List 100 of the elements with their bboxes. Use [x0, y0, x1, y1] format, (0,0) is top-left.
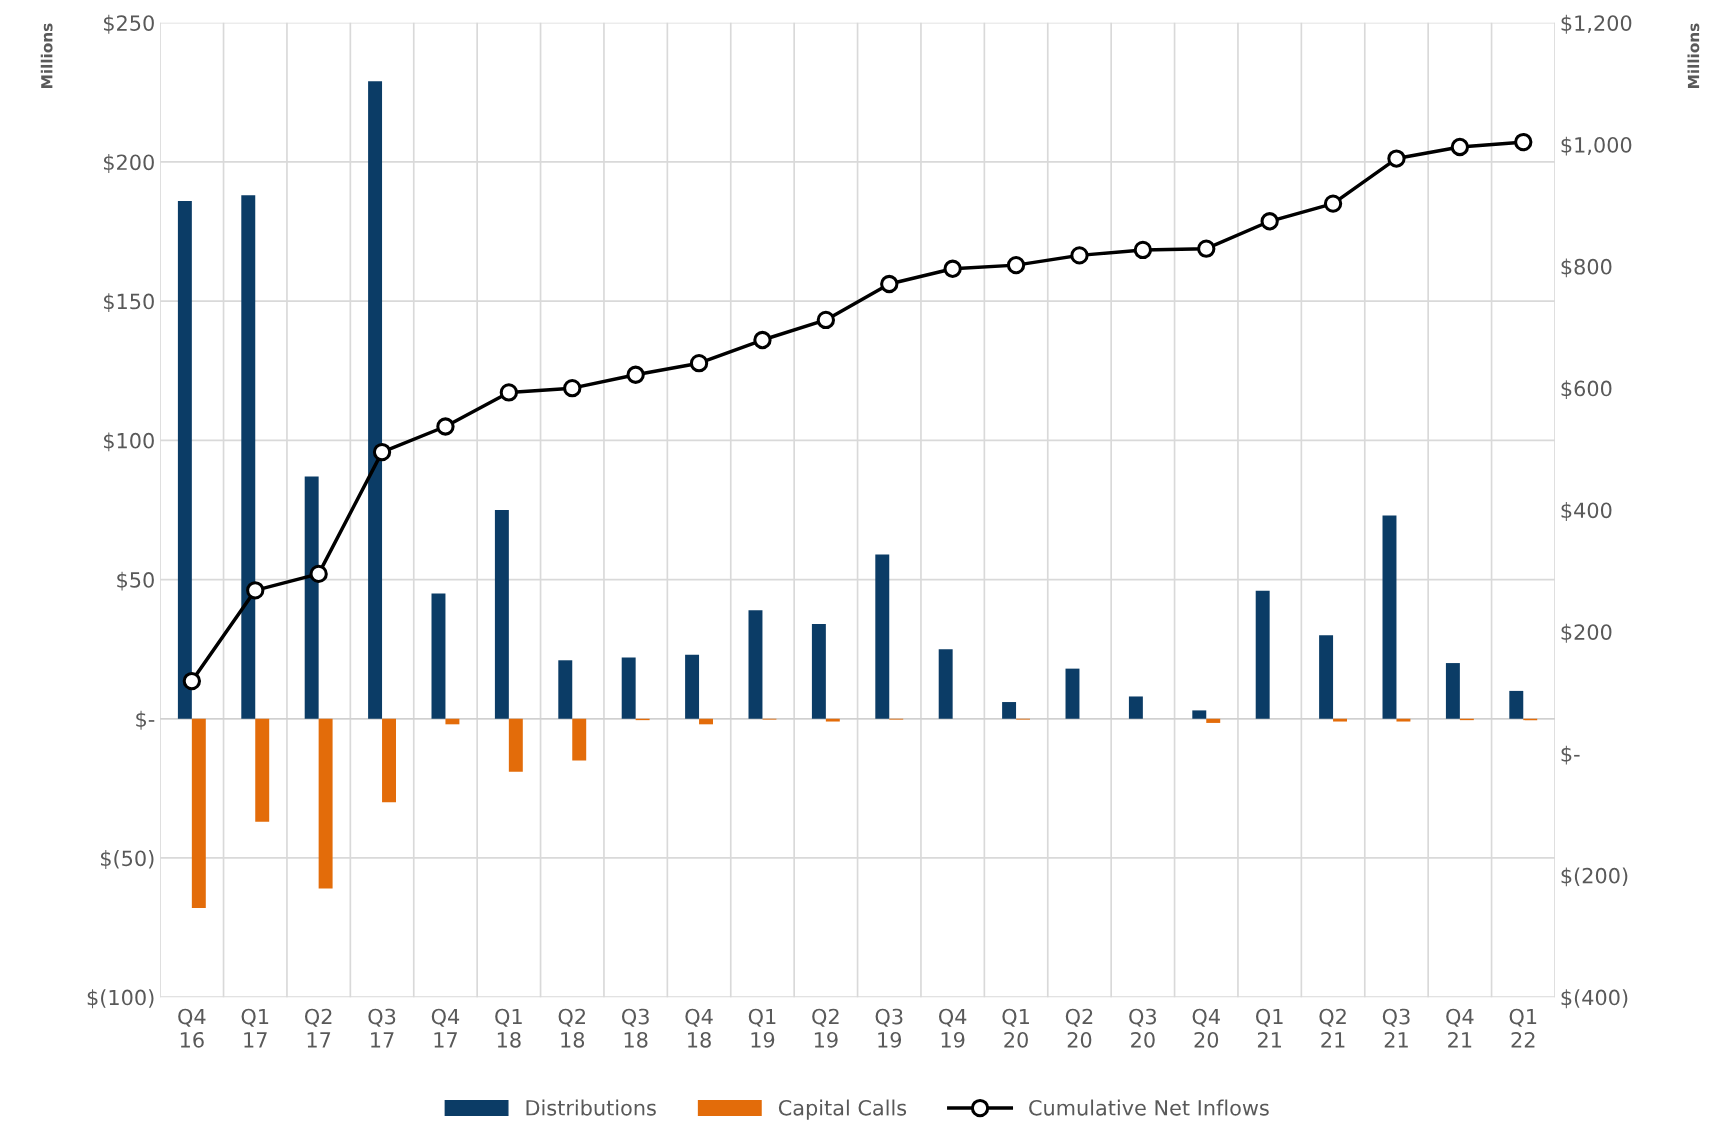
y-axis-title: Millions: [40, 23, 53, 88]
bar: [685, 654, 700, 719]
bar: [621, 657, 636, 719]
point: [1514, 132, 1533, 152]
bar: [1002, 702, 1017, 719]
y-tick-label: $200: [103, 154, 154, 173]
bar: [1445, 663, 1460, 719]
x-tick-label: Q4 19: [939, 1008, 967, 1048]
y2-tick-label: $1,000: [1561, 136, 1632, 156]
bar: [572, 718, 587, 761]
bar: [558, 660, 573, 719]
y-tick-label: $50: [117, 571, 154, 591]
x-tick-label: Q2 20: [1065, 1008, 1093, 1048]
bar: [508, 718, 523, 772]
bar: [382, 718, 396, 803]
bar: [1206, 718, 1221, 723]
point: [499, 383, 519, 402]
bar: [875, 554, 890, 719]
point: [1260, 212, 1279, 231]
x-tick-label: Q4 20: [1192, 1008, 1220, 1048]
bar: [1396, 718, 1411, 722]
x-tick-label: Q3 18: [621, 1008, 649, 1048]
point: [1450, 137, 1470, 157]
legend-label: Distributions: [526, 1099, 656, 1116]
bar: [368, 81, 383, 719]
bar: [1128, 696, 1143, 719]
x-tick-label: Q3 20: [1129, 1008, 1157, 1048]
point: [626, 365, 645, 384]
point: [880, 274, 899, 294]
bar: [1255, 590, 1270, 719]
y2-tick-label: $800: [1561, 258, 1612, 278]
y2-tick-label: $400: [1561, 502, 1612, 521]
x-tick-label: Q2 17: [304, 1008, 332, 1048]
x-tick-label: Q4 16: [178, 1008, 206, 1048]
y2-tick-label: $600: [1561, 380, 1612, 400]
legend-label: Capital Calls: [778, 1099, 907, 1120]
x-tick-label: Q1 20: [1002, 1008, 1029, 1048]
bar: [938, 649, 953, 719]
point: [372, 442, 392, 462]
y2-tick-label: $1,200: [1561, 14, 1632, 34]
y-tick-label: $100: [103, 432, 154, 452]
x-tick-label: Q2 18: [558, 1008, 585, 1048]
bar: [318, 718, 333, 889]
x-tick-label: Q4 17: [431, 1008, 460, 1048]
x-tick-label: Q1 19: [748, 1008, 776, 1048]
point: [689, 354, 709, 373]
x-tick-label: Q4 21: [1446, 1008, 1474, 1048]
x-tick-label: Q4 18: [685, 1008, 713, 1048]
bar: [1382, 515, 1397, 719]
bar: [1333, 718, 1348, 722]
point: [943, 259, 962, 278]
x-tick-label: Q1 21: [1256, 1008, 1283, 1048]
bar: [1509, 690, 1524, 719]
bar: [494, 509, 509, 719]
point: [1387, 149, 1406, 168]
y2-tick-label: $200: [1561, 623, 1612, 643]
x-tick-label: Q1 18: [495, 1008, 522, 1048]
bar: [241, 195, 256, 719]
point: [1070, 246, 1089, 265]
point: [309, 564, 328, 584]
y-tick-label: $250: [103, 14, 154, 34]
point: [1006, 255, 1026, 275]
y2-axis-title: Millions: [1687, 23, 1700, 88]
point: [436, 417, 455, 436]
x-tick-label: Q3 17: [368, 1008, 396, 1048]
bar: [811, 624, 826, 719]
y2-tick-label: $-: [1561, 745, 1580, 765]
bar: [1192, 710, 1207, 719]
y-tick-label: $150: [103, 293, 154, 313]
point: [753, 330, 772, 350]
y-tick-label: $(50): [100, 850, 154, 869]
bar: [255, 718, 270, 822]
point: [246, 581, 265, 600]
x-tick-label: Q2 21: [1319, 1008, 1346, 1048]
bar: [191, 718, 206, 909]
bar: [177, 200, 192, 719]
x-tick-label: Q3 21: [1382, 1008, 1410, 1048]
point: [1323, 194, 1343, 213]
y2-tick-label: $(200): [1561, 867, 1628, 887]
bar: [825, 718, 840, 722]
x-tick-label: Q1 22: [1509, 1008, 1537, 1048]
y2-tick-label: $(400): [1561, 989, 1628, 1009]
bar: [1319, 635, 1334, 719]
point: [1133, 240, 1153, 260]
bar: [748, 610, 763, 719]
y-tick-label: $-: [136, 710, 155, 730]
bar: [304, 476, 319, 719]
bar: [699, 718, 713, 725]
x-tick-label: Q2 19: [812, 1008, 839, 1048]
bar: [445, 718, 460, 725]
x-tick-label: Q1 17: [241, 1008, 269, 1048]
point: [563, 378, 582, 398]
bar: [1065, 668, 1080, 719]
point: [1197, 239, 1216, 258]
bar: [431, 593, 446, 719]
point: [182, 671, 202, 691]
legend-label: Cumulative Net Inflows: [1029, 1099, 1269, 1116]
y-tick-label: $(100): [87, 989, 154, 1009]
x-tick-label: Q3 19: [875, 1008, 903, 1048]
point: [816, 310, 836, 330]
